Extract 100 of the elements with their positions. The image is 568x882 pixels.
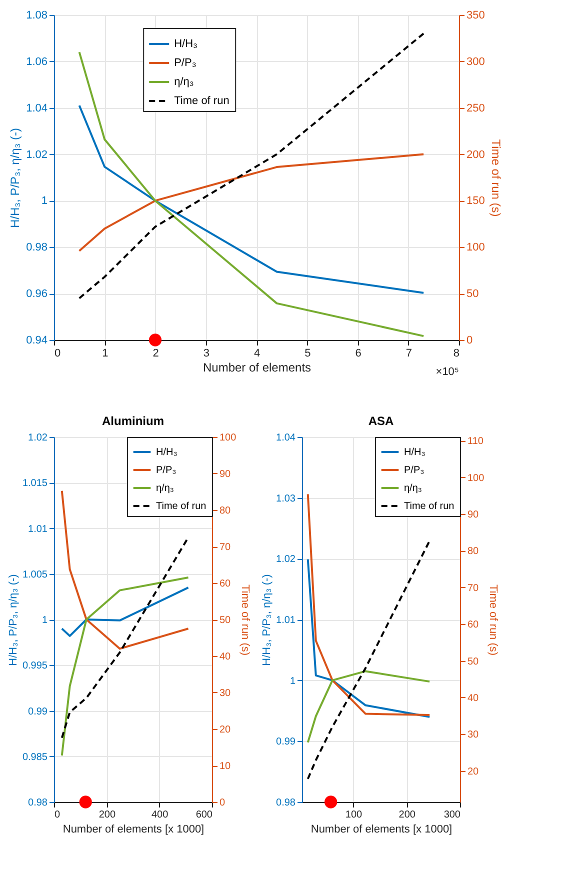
y2-tick-label: 60	[220, 578, 232, 590]
y-axis-title: H/H₃, P/P₃, η/η₃ (-)	[261, 574, 274, 666]
y2-tick-label: 250	[466, 102, 485, 114]
x-tick-label: 4	[254, 348, 260, 360]
y2-tick-label: 50	[466, 288, 479, 300]
x-tick-label: 0	[54, 810, 60, 820]
line-series	[78, 153, 425, 252]
y2-tick-label: 60	[468, 620, 480, 631]
y-tick-label: 1.06	[26, 56, 48, 68]
y-tick-label: 1.03	[276, 493, 296, 504]
y-tick-label: 0.99	[28, 706, 48, 718]
y2-tick-label: 80	[468, 546, 480, 558]
y2-tick-label: 70	[468, 582, 480, 594]
y-tick-label: 1.04	[276, 432, 296, 444]
y2-axis-title: Time of run (s)	[239, 584, 252, 656]
y2-tick-label: 0	[466, 334, 473, 346]
line-series	[306, 540, 431, 780]
y2-tick-label: 50	[220, 615, 232, 626]
legend-label: P/P₃	[156, 465, 176, 476]
line-series	[306, 493, 431, 716]
y-tick-label: 1	[42, 615, 48, 626]
y2-tick-label: 80	[220, 506, 232, 516]
x-tick-label: 200	[98, 810, 116, 820]
x-tick-label: 6	[355, 348, 362, 360]
y-tick-label: 0.99	[276, 736, 296, 748]
y2-tick-label: 110	[468, 436, 484, 448]
y-tick-label: 1	[290, 676, 296, 687]
y-tick-label: 1.01	[28, 524, 48, 535]
y2-axis-title: Time of run (s)	[488, 139, 503, 217]
x-tick-label: 2	[152, 348, 159, 360]
x-tick-label: 200	[398, 810, 416, 820]
y2-tick-label: 40	[220, 652, 232, 662]
y-tick-label: 1.04	[26, 102, 48, 114]
line-series	[78, 51, 425, 338]
y2-tick-label: 20	[220, 724, 232, 736]
line-series	[306, 670, 431, 744]
y2-axis-title: Time of run (s)	[487, 584, 500, 656]
line-series	[78, 32, 425, 300]
legend-label: η/η₃	[156, 483, 174, 494]
y2-tick-label: 150	[466, 195, 485, 208]
y-tick-label: 1.08	[26, 10, 48, 22]
legend-label: H/H₃	[174, 38, 198, 50]
y-tick-label: 0.94	[26, 334, 48, 346]
x-tick-label: 400	[151, 810, 169, 820]
line-series	[306, 558, 431, 718]
legend-label: P/P₃	[404, 465, 424, 476]
x-tick-label: 1	[102, 348, 108, 360]
y-tick-label: 1.02	[26, 148, 48, 161]
y-tick-label: 0.98	[28, 798, 48, 808]
y-tick-label: 1.02	[276, 554, 296, 566]
legend-label: Time of run	[156, 501, 206, 512]
y2-tick-label: 100	[466, 242, 485, 254]
line-series	[78, 104, 425, 294]
legend-label: Time of run	[174, 95, 230, 107]
y2-tick-label: 30	[468, 730, 480, 741]
y2-tick-label: 100	[220, 432, 237, 444]
line-series	[60, 586, 190, 637]
legend-label: P/P₃	[174, 57, 196, 69]
y-tick-label: 0.98	[26, 242, 48, 254]
line-series	[60, 576, 190, 756]
legend-label: H/H₃	[156, 447, 178, 458]
y-tick-label: 0.995	[22, 660, 48, 672]
y-tick-label: 1.005	[22, 569, 48, 580]
y2-tick-label: 70	[220, 542, 232, 553]
y2-tick-label: 200	[466, 148, 485, 161]
y2-tick-label: 40	[468, 692, 480, 704]
legend-label: H/H₃	[404, 447, 426, 458]
y-tick-label: 1.015	[22, 478, 48, 490]
y2-tick-label: 0	[220, 798, 226, 808]
chart-title: Aluminium	[102, 414, 164, 428]
y-axis-title: H/H₃, P/P₃, η/η₃ (-)	[8, 128, 22, 228]
x-tick-label: 5	[304, 348, 311, 360]
x-axis-title: Number of elements [x 1000]	[62, 824, 204, 836]
x-tick-label: 3	[203, 348, 210, 360]
y-tick-label: 0.96	[26, 288, 48, 300]
y2-tick-label: 10	[220, 761, 232, 772]
legend-label: Time of run	[404, 501, 454, 512]
x-tick-label: 0	[54, 348, 61, 360]
y2-tick-label: 300	[466, 56, 485, 68]
y2-tick-label: 350	[466, 10, 485, 22]
y2-tick-label: 30	[220, 688, 232, 699]
y2-tick-label: 100	[468, 472, 485, 484]
legend-label: η/η₃	[404, 483, 422, 494]
x-tick-label: 300	[444, 810, 461, 820]
y-tick-label: 0.98	[276, 798, 296, 808]
x-tick-label: 7	[406, 348, 412, 360]
y2-tick-label: 20	[468, 766, 480, 778]
y-axis-title: H/H₃, P/P₃, η/η₃ (-)	[7, 574, 20, 666]
x-axis-title: Number of elements [x 1000]	[310, 824, 452, 836]
text: ×10⁵	[436, 366, 459, 378]
y2-tick-label: 90	[220, 469, 232, 480]
legend-label: η/η₃	[174, 76, 194, 88]
chart-title: ASA	[368, 414, 394, 428]
x-axis-title: Number of elements	[202, 360, 312, 374]
y2-tick-label: 50	[468, 656, 480, 668]
y2-tick-label: 90	[468, 510, 480, 521]
x-tick-label: 100	[345, 810, 363, 820]
x-tick-label: 600	[196, 810, 213, 820]
x-tick-label: 8	[453, 348, 460, 360]
y-tick-label: 1.01	[276, 615, 296, 626]
